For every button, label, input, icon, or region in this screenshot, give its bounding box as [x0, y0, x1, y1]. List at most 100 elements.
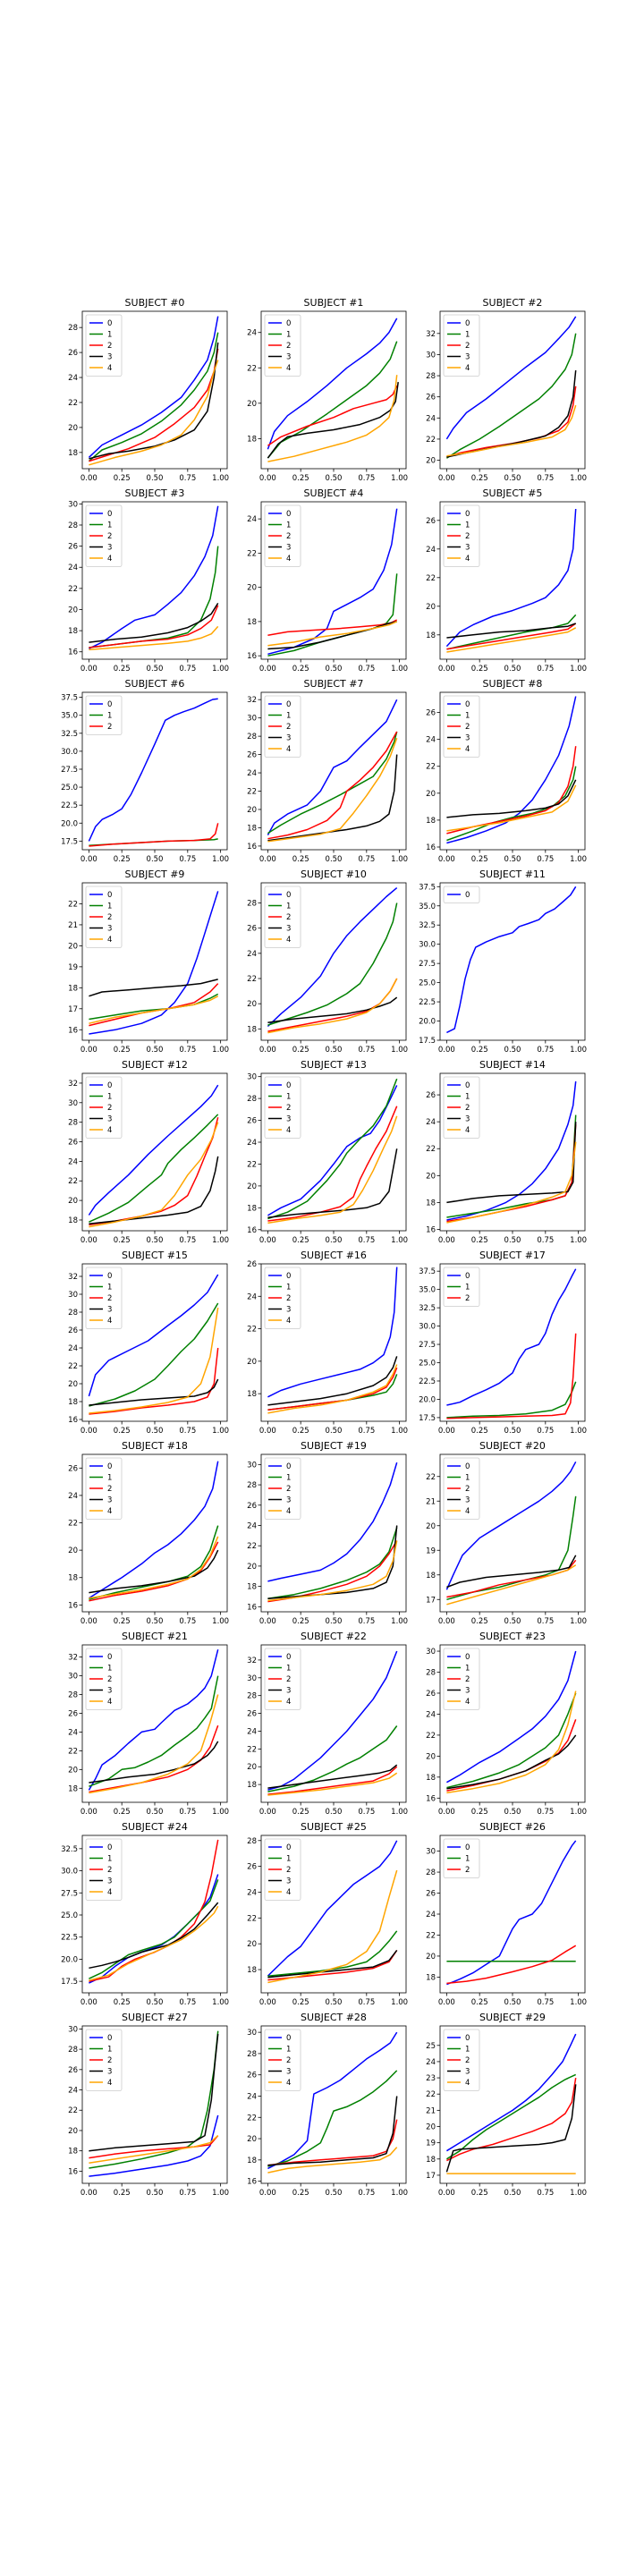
legend-label: 1	[465, 521, 470, 530]
x-tick-label: 0.25	[292, 1808, 309, 1817]
series-line-3	[267, 2096, 398, 2166]
x-tick-label: 1.00	[391, 1427, 408, 1436]
y-tick-label: 25.0	[61, 1911, 78, 1920]
x-tick-label: 0.50	[504, 2189, 521, 2198]
legend-label: 4	[286, 1507, 291, 1516]
series-line-4	[446, 1564, 577, 1606]
chart-title: SUBJECT #24	[122, 1821, 188, 1833]
series-line-0	[89, 1461, 219, 1599]
series-line-0	[267, 1085, 398, 1216]
legend-label: 1	[465, 1284, 470, 1292]
series-line-0	[446, 1840, 577, 1986]
x-tick-label: 0.50	[147, 1236, 164, 1245]
x-tick-label: 0.50	[326, 665, 343, 674]
x-tick-label: 0.00	[438, 1998, 455, 2007]
x-tick-label: 0.00	[259, 1236, 276, 1245]
legend-box	[264, 504, 301, 567]
y-tick-label: 26	[247, 1502, 257, 1511]
legend-box	[85, 695, 123, 735]
legend-label: 0	[107, 510, 112, 519]
chart-title: SUBJECT #11	[479, 869, 546, 880]
series-line-0	[446, 2033, 577, 2152]
series-line-4	[267, 2147, 398, 2174]
series-line-3	[446, 623, 576, 639]
legend-box	[443, 2029, 480, 2091]
legend-box	[443, 1838, 480, 1878]
y-tick-label: 22	[426, 1732, 436, 1741]
y-tick-label: 18	[68, 1574, 78, 1583]
x-tick-label: 0.50	[326, 2189, 343, 2198]
x-tick-label: 0.00	[259, 1617, 276, 1626]
y-tick-label: 30	[68, 500, 78, 509]
x-tick-label: 0.50	[504, 665, 521, 674]
x-tick-label: 0.50	[504, 1046, 521, 1055]
legend-box	[264, 314, 301, 377]
series-line-2	[267, 1106, 398, 1222]
x-tick-label: 0.50	[326, 855, 343, 864]
y-tick-label: 22	[68, 1362, 78, 1371]
legend-box	[443, 1267, 480, 1307]
subject-chart: SUBJECT #60.00 0.25 0.50 0.75 1.0017.520.022…	[61, 678, 229, 864]
x-tick-label: 0.25	[292, 474, 309, 483]
y-tick-label: 17.5	[419, 1414, 436, 1423]
y-tick-label: 17.5	[61, 1978, 78, 1987]
legend-label: 2	[107, 723, 112, 732]
series-line-4	[267, 375, 398, 462]
y-tick-label: 27.5	[419, 960, 436, 969]
y-tick-label: 30.0	[61, 748, 78, 757]
x-tick-label: 0.50	[147, 2189, 164, 2198]
legend-label: 0	[107, 319, 112, 328]
y-tick-label: 26	[426, 394, 436, 402]
y-tick-label: 26	[68, 2066, 78, 2075]
x-tick-label: 0.75	[179, 474, 196, 483]
x-tick-label: 0.75	[358, 1617, 375, 1626]
chart-title: SUBJECT #29	[479, 2012, 546, 2023]
y-tick-label: 20	[247, 400, 257, 409]
subject-chart: SUBJECT #180.00 0.25 0.50 0.75 1.00161820222…	[68, 1440, 229, 1626]
y-tick-label: 18	[247, 618, 257, 627]
legend-label: 3	[465, 1496, 470, 1505]
legend-label: 1	[465, 712, 470, 721]
y-tick-label: 30	[68, 1673, 78, 1682]
series-line-3	[267, 1949, 398, 1979]
series-line-0	[88, 1084, 219, 1216]
series-line-3	[267, 1764, 398, 1789]
y-tick-label: 26	[426, 1890, 436, 1899]
series-line-4	[89, 360, 219, 466]
legend-label: 3	[465, 353, 470, 362]
y-tick-label: 24	[426, 1911, 436, 1919]
x-tick-label: 0.25	[471, 1808, 488, 1817]
legend-box	[85, 504, 123, 567]
x-tick-label: 0.00	[80, 1808, 97, 1817]
x-tick-label: 1.00	[391, 2189, 408, 2198]
legend-box	[85, 1457, 123, 1520]
y-tick-label: 20	[426, 1953, 436, 1962]
legend: 0 1 2	[443, 1838, 480, 1878]
y-tick-label: 22	[426, 1473, 436, 1482]
y-tick-label: 16	[247, 843, 257, 852]
x-tick-label: 1.00	[212, 1046, 229, 1055]
y-tick-label: 24	[426, 1710, 436, 1719]
subject-chart: SUBJECT #11 0.00 0.25 0.50 0.75 1.00 17.5 20.0 2…	[419, 869, 587, 1055]
legend-label: 4	[286, 1888, 291, 1897]
x-tick-label: 0.50	[147, 1808, 164, 1817]
x-tick-label: 1.00	[570, 1998, 587, 2007]
subject-chart: SUBJECT #70.00 0.25 0.50 0.75 1.001618202224…	[247, 678, 408, 864]
subject-chart: SUBJECT #160.00 0.25 0.50 0.75 1.00182022242…	[247, 1250, 408, 1436]
legend-label: 0	[465, 891, 470, 900]
y-tick-label: 37.5	[61, 694, 78, 703]
series-line-2	[446, 2077, 577, 2162]
y-tick-label: 18	[247, 435, 257, 444]
y-tick-label: 30.0	[419, 1323, 436, 1332]
legend-label: 2	[107, 1104, 112, 1113]
y-tick-label: 18	[247, 1390, 257, 1399]
x-tick-label: 0.25	[114, 1046, 131, 1055]
series-line-0	[267, 699, 398, 835]
y-tick-label: 22	[247, 1326, 257, 1335]
